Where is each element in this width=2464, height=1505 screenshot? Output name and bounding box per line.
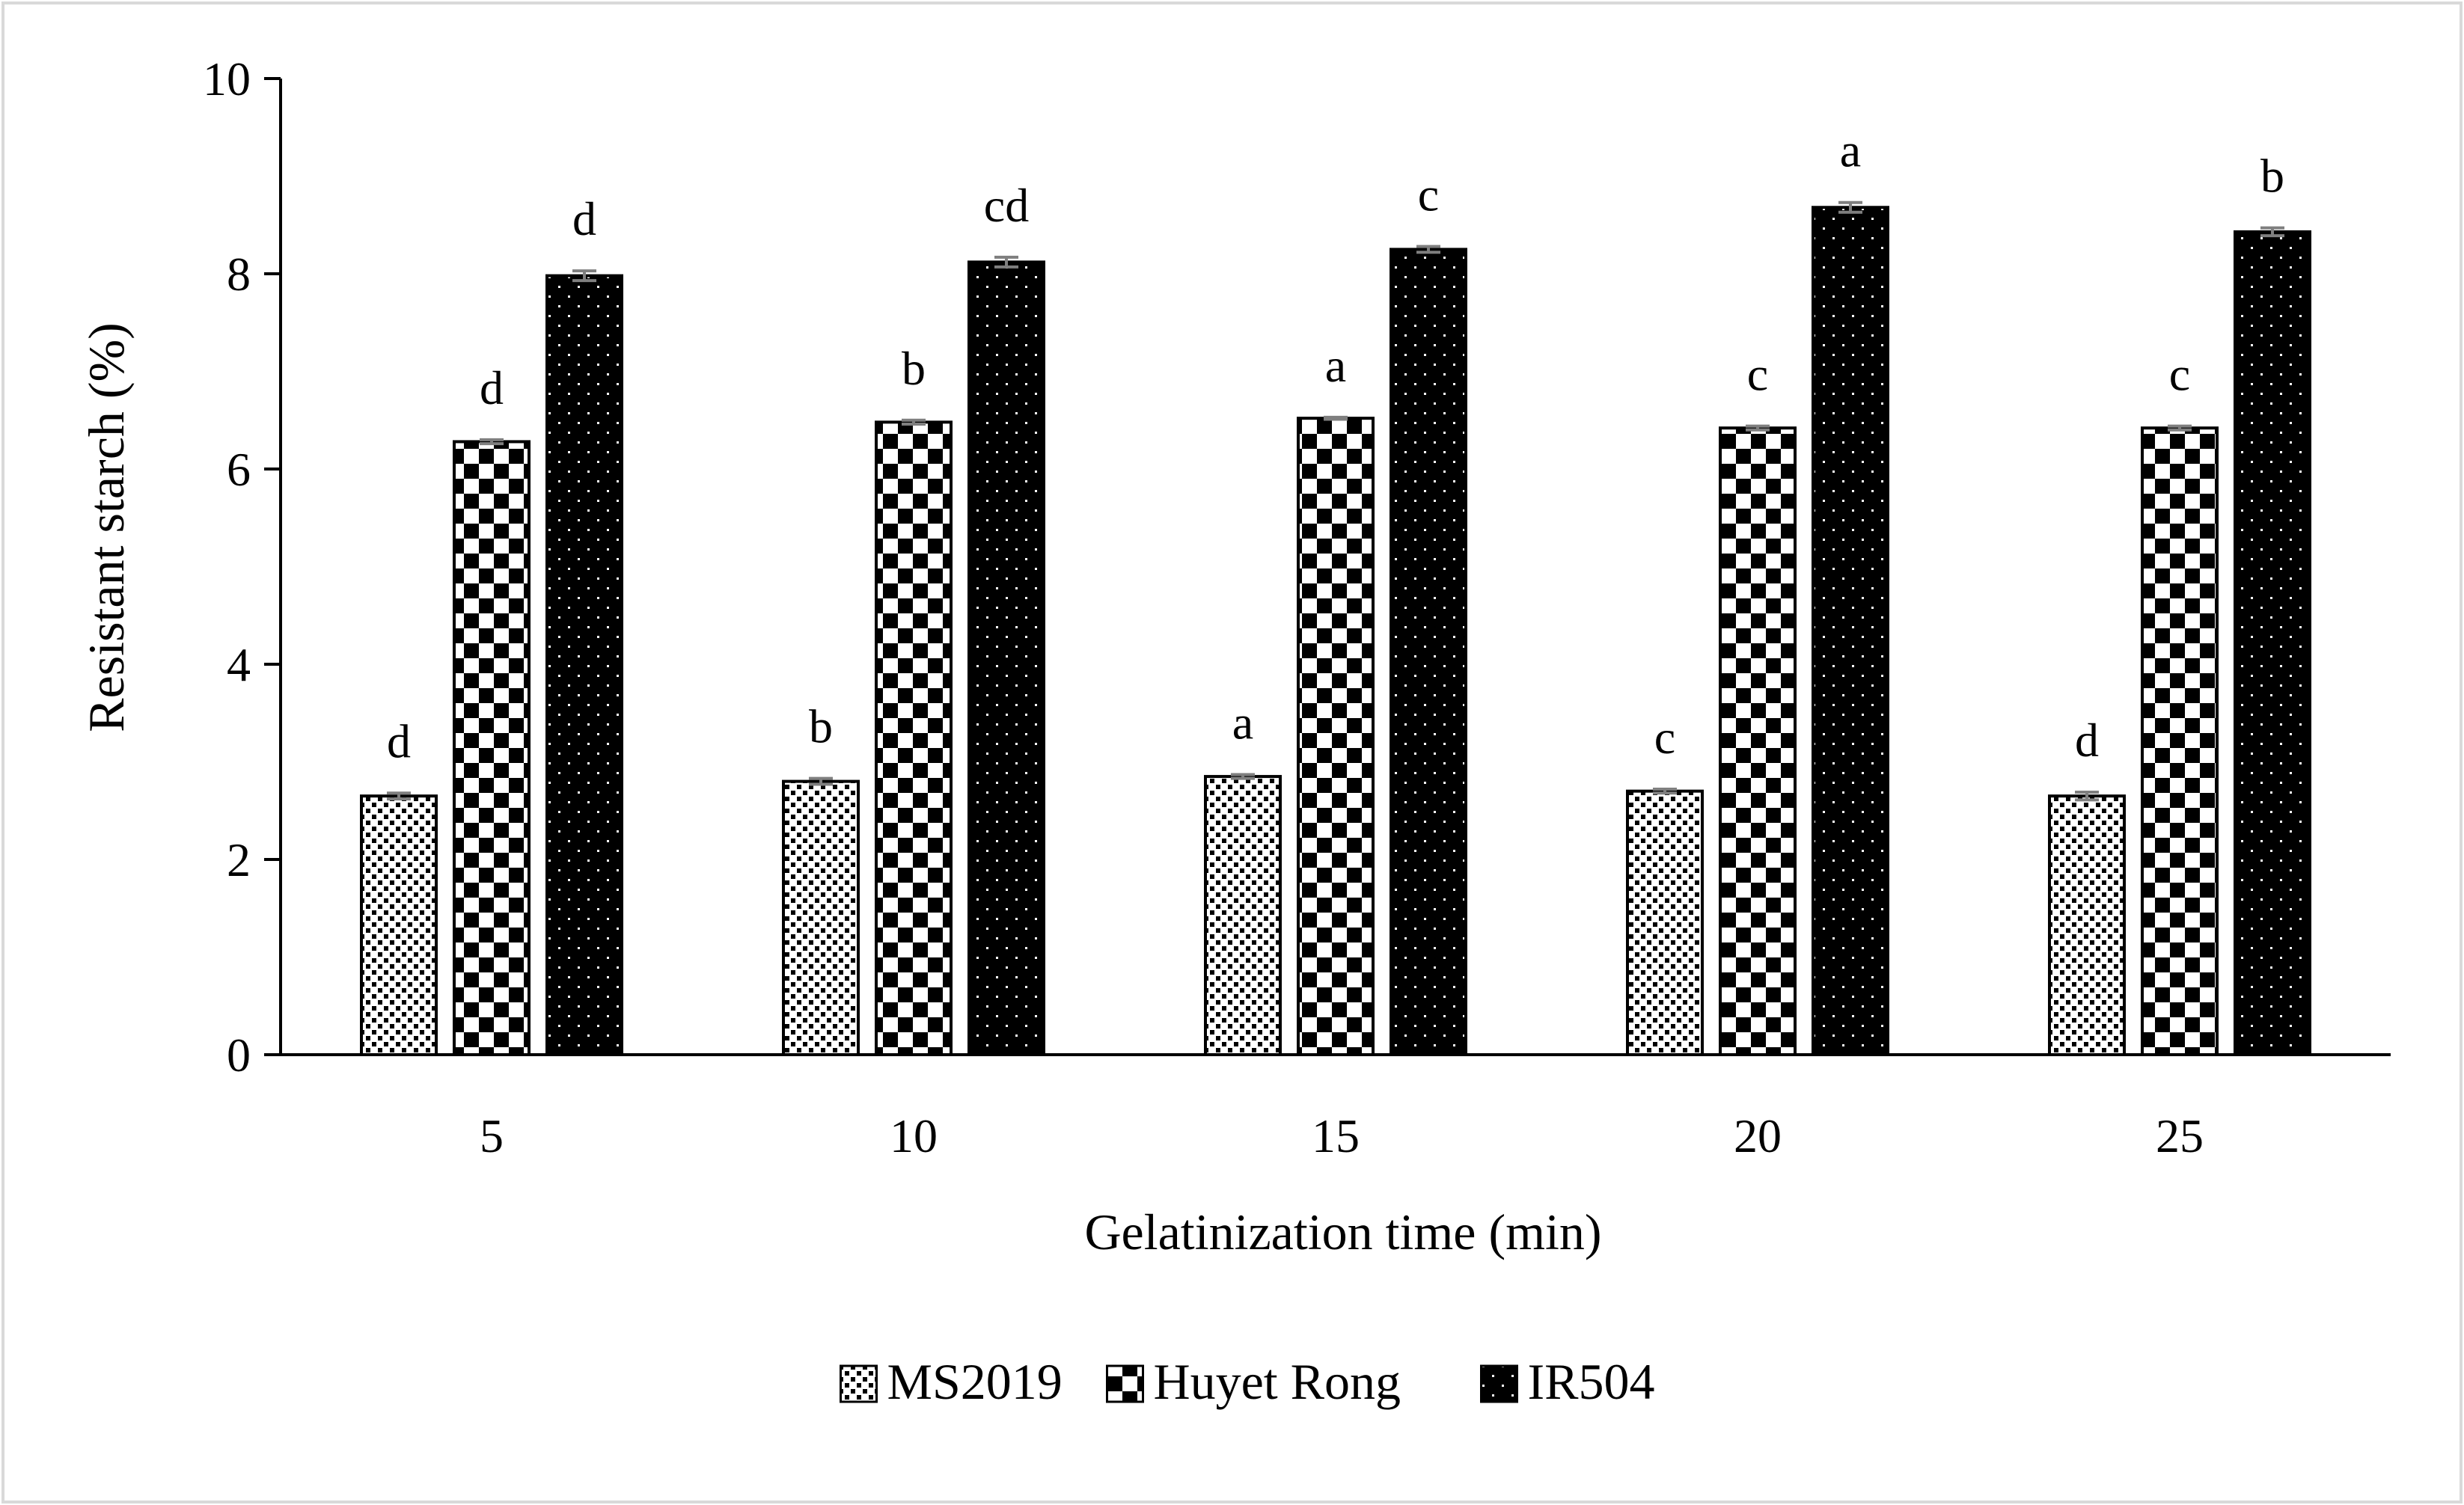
significance-letter: d [2075, 714, 2099, 767]
significance-letter: d [387, 714, 411, 767]
bar-huyet-rong [1719, 426, 1797, 1056]
significance-letter: b [809, 700, 833, 753]
bar-ms2019 [1204, 775, 1282, 1056]
bar-huyet-rong [453, 440, 531, 1056]
x-axis-label: Gelatinization time (min) [1084, 1204, 1601, 1260]
legend: MS2019 Huyet Rong IR504 [840, 1353, 1655, 1410]
y-tick-label: 4 [227, 638, 251, 691]
legend-item-huyet-rong: Huyet Rong [1106, 1353, 1401, 1410]
legend-swatch [1106, 1364, 1144, 1403]
x-tick-label: 10 [890, 1109, 938, 1162]
bar-ms2019 [2048, 794, 2126, 1057]
legend-label: Huyet Rong [1154, 1353, 1401, 1410]
significance-letter: c [1654, 711, 1675, 764]
legend-label: MS2019 [887, 1353, 1063, 1410]
significance-letter: d [480, 361, 504, 414]
legend-label: IR504 [1528, 1353, 1655, 1410]
x-tick-label: 20 [1734, 1109, 1782, 1162]
significance-letter: c [1747, 348, 1768, 401]
y-tick-label: 2 [227, 833, 251, 886]
bar-ir504 [1390, 248, 1467, 1056]
x-tick-label: 25 [2156, 1109, 2204, 1162]
bar-huyet-rong [1297, 417, 1375, 1056]
significance-letter: b [902, 342, 926, 395]
y-tick-label: 10 [203, 52, 251, 105]
significance-letter: d [572, 192, 596, 245]
legend-item-ir504: IR504 [1480, 1353, 1655, 1410]
legend-item-ms2019: MS2019 [840, 1353, 1063, 1410]
bar-ir504 [967, 260, 1045, 1057]
bar-huyet-rong [875, 420, 953, 1056]
significance-letter: cd [984, 179, 1029, 232]
bar-ir504 [1812, 206, 1889, 1056]
significance-letter: a [1325, 339, 1346, 392]
bar-ms2019 [782, 779, 860, 1056]
y-tick-label: 8 [227, 248, 251, 301]
legend-swatch [840, 1364, 878, 1403]
bar-ms2019 [360, 794, 438, 1057]
bar-huyet-rong [2141, 426, 2219, 1056]
x-tick-label: 15 [1312, 1109, 1360, 1162]
y-axis-label: Resistant starch (%) [78, 322, 135, 732]
y-tick-label: 0 [227, 1029, 251, 1082]
bar-ir504 [2234, 230, 2311, 1056]
significance-letter: c [1418, 168, 1439, 221]
significance-letter: c [2169, 348, 2190, 401]
significance-letter: a [1840, 124, 1861, 177]
bar-ir504 [545, 274, 623, 1056]
significance-letter: a [1232, 696, 1253, 749]
significance-letter: b [2260, 150, 2284, 203]
y-tick-label: 6 [227, 443, 251, 496]
x-tick-label: 5 [480, 1109, 504, 1162]
plot-area: 0 2 4 6 8 10 5 d d d 10 b b cd 15 a a c 20 c c a 25 d c b [203, 52, 2391, 1162]
legend-swatch [1480, 1364, 1518, 1403]
bar-ms2019 [1626, 789, 1704, 1057]
